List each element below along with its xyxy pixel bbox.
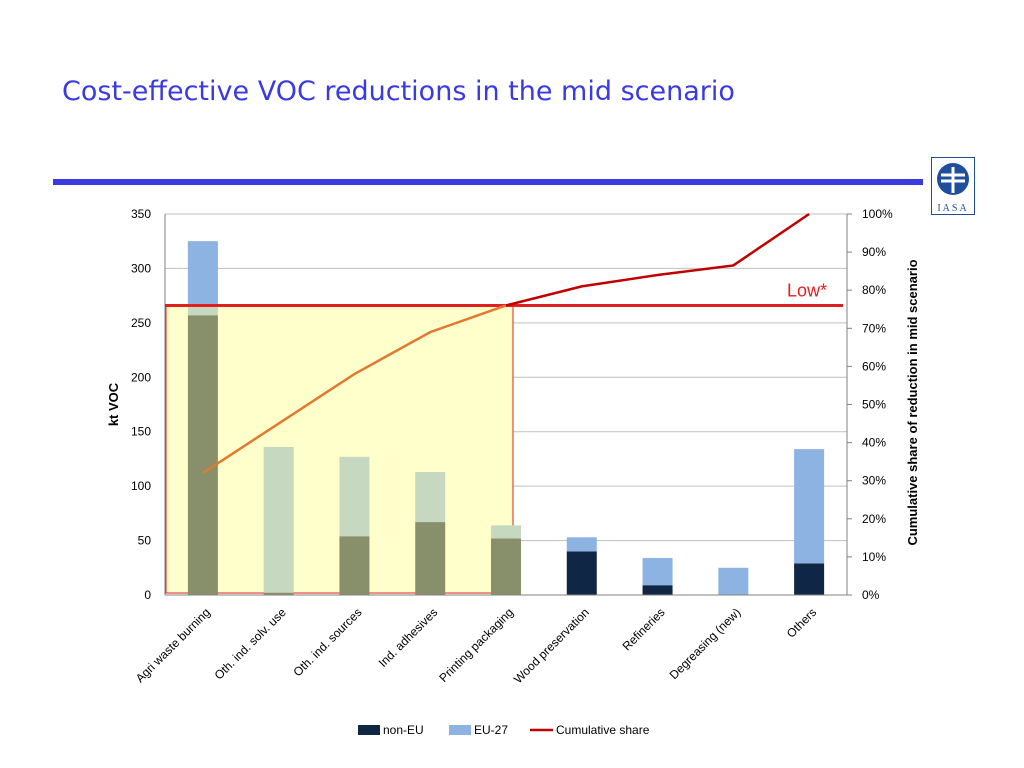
bar-non-eu [263, 592, 294, 595]
y-tick-label: 100 [131, 479, 151, 493]
category-label: Oth. ind. sources [291, 605, 365, 679]
y2-tick-label: 30% [862, 474, 886, 488]
bar-eu-27 [642, 557, 673, 586]
title-rule [53, 179, 923, 185]
category-label: Printing packaging [436, 605, 516, 685]
bar-non-eu [794, 563, 825, 595]
legend-label-cumulative: Cumulative share [556, 723, 650, 737]
legend-swatch-non-eu [358, 725, 380, 735]
bar-non-eu [339, 536, 370, 595]
y2-tick-label: 70% [862, 321, 886, 335]
bar-eu-27 [263, 446, 294, 593]
category-label: Others [784, 605, 819, 640]
cumulative-line-highlighted [202, 304, 507, 475]
y2-tick-label: 60% [862, 359, 886, 373]
y2-tick-label: 0% [862, 588, 880, 602]
iiasa-logo-icon: IASA [931, 157, 975, 215]
bar-eu-27-above-highlight [187, 241, 218, 306]
bar-non-eu [415, 522, 446, 595]
cumulative-line [505, 212, 810, 307]
category-label: Oth. ind. solv. use [212, 605, 289, 682]
y2-axis-title: Cumulative share of reduction in mid sce… [905, 259, 920, 545]
y-axis-title: kt VOC [106, 382, 121, 426]
axes-layer [164, 213, 852, 596]
category-label: Refineries [620, 605, 668, 653]
legend-layer: non-EU EU-27 Cumulative share [358, 723, 650, 737]
legend-label-eu-27: EU-27 [474, 723, 508, 737]
y-tick-label: 150 [131, 425, 151, 439]
bar-eu-27 [491, 525, 521, 539]
y-tick-label: 250 [131, 316, 151, 330]
bar-non-eu [566, 551, 597, 595]
y-tick-label: 200 [131, 370, 151, 384]
y-tick-label: 350 [131, 207, 151, 221]
y2-tick-label: 20% [862, 512, 886, 526]
bar-eu-27 [718, 567, 749, 595]
y-tick-label: 0 [144, 588, 151, 602]
bar-non-eu [642, 585, 673, 595]
bar-eu-27 [339, 456, 370, 537]
slide-title: Cost-effective VOC reductions in the mid… [62, 76, 735, 107]
bar-eu-27 [794, 449, 825, 564]
y2-tick-label: 80% [862, 283, 886, 297]
category-label: Wood preservation [511, 605, 592, 686]
bar-eu-27 [566, 537, 597, 552]
category-label: Agri waste burning [133, 605, 213, 685]
y2-tick-label: 50% [862, 398, 886, 412]
y-tick-label: 50 [138, 534, 152, 548]
category-label: Ind. adhesives [376, 605, 441, 670]
category-label: Degreasing (new) [667, 605, 744, 682]
legend-label-non-eu: non-EU [383, 723, 424, 737]
y2-tick-label: 40% [862, 436, 886, 450]
y-tick-label: 300 [131, 261, 151, 275]
svg-text:IASA: IASA [937, 203, 968, 214]
bars-layer [187, 241, 825, 595]
legend-swatch-eu-27 [449, 725, 471, 735]
y2-tick-label: 90% [862, 245, 886, 259]
lines-layer [165, 212, 843, 475]
bar-eu-27 [415, 471, 446, 523]
bar-non-eu [187, 315, 218, 595]
threshold-label: Low* [787, 280, 827, 300]
y2-tick-label: 100% [862, 207, 893, 221]
y2-tick-label: 10% [862, 550, 886, 564]
bar-non-eu [491, 538, 521, 595]
